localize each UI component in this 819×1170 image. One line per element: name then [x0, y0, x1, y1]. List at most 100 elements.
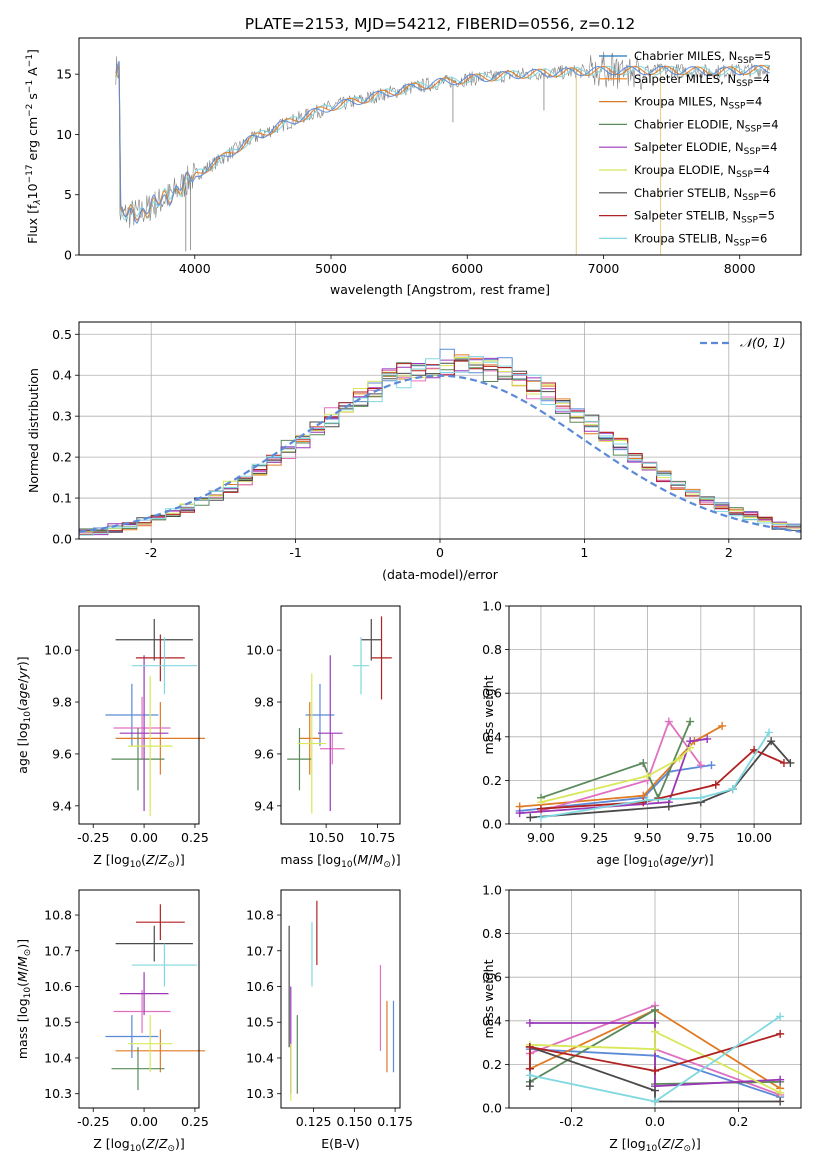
y-tick-label: 0.2	[52, 450, 72, 465]
legend-entry: Chabrier MILES, NSSP=5	[634, 49, 771, 66]
plus-marker	[651, 1086, 659, 1095]
errorbar-point	[115, 618, 193, 661]
mass-weight-line	[540, 721, 692, 801]
y-tick-label: 1.0	[482, 883, 502, 898]
residual_hist-panel: -2 -1 0 1 2 0.0 0.1 0.2 0.3 0.4 0.5 𝒩(0, 1) (data-mo…	[26, 321, 802, 582]
x-tick-label: 0.25	[181, 830, 209, 845]
x-tick-label: 0.175	[377, 1114, 413, 1129]
plus-marker	[536, 804, 545, 813]
errorbar-point	[317, 655, 343, 812]
y-tick-label: 5	[64, 187, 72, 202]
mass-weight-line	[519, 725, 723, 808]
x-tick-label: -2	[145, 545, 157, 560]
errorbar-point	[113, 696, 171, 760]
y-tick-label: 10.5	[44, 1015, 72, 1030]
errorbar-point	[115, 1029, 206, 1073]
mass-weight-series	[526, 737, 795, 822]
y-tick-label: 0.4	[482, 729, 502, 744]
plus-marker	[711, 780, 720, 789]
errorbar-point	[135, 904, 185, 941]
mass_vs_ebv-plot	[288, 900, 395, 1101]
x-tick-label: 9.75	[687, 830, 715, 845]
mass-weight-line	[540, 719, 702, 812]
plus-marker	[525, 1042, 534, 1051]
massweight_vs_Z-plot	[525, 1001, 785, 1106]
plus-marker	[765, 728, 774, 737]
spectrum-model-line	[115, 64, 771, 222]
y-tick-label: 0.1	[52, 491, 72, 506]
plus-marker	[776, 1088, 785, 1097]
y-axis-label: mass weight	[481, 959, 496, 1038]
x-tick-label: 0.00	[130, 830, 158, 845]
y-tick-label: 10.3	[44, 1086, 72, 1101]
mass_vs_ebv-panel: 0.125 0.150 0.175 10.3 10.4 10.5 10.6 10.7 10.8 E…	[246, 889, 413, 1151]
legend-entry: Kroupa ELODIE, NSSP=4	[634, 163, 770, 180]
y-tick-label: 0.6	[482, 970, 502, 985]
plus-marker	[651, 1005, 659, 1014]
plus-marker	[686, 743, 695, 752]
x-axis-label: mass [log10(M/M⊙)]	[280, 852, 400, 870]
plus-marker	[686, 717, 695, 726]
errorbar-point	[352, 637, 370, 695]
plus-marker	[664, 717, 673, 726]
mass-weight-series	[536, 743, 695, 807]
x-tick-label: 10.50	[308, 830, 344, 845]
x-tick-label: 0.0	[645, 1114, 665, 1129]
plus-marker	[639, 798, 648, 807]
plus-marker	[639, 758, 648, 767]
normal-reference-curve	[78, 374, 802, 533]
x-tick-label: 5000	[315, 261, 347, 276]
errorbar-point	[115, 925, 193, 962]
legend-entry: Chabrier STELIB, NSSP=6	[634, 186, 776, 203]
y-tick-label: 0.3	[52, 409, 72, 424]
x-tick-label: 0.2	[728, 1114, 748, 1129]
x-axis-label: Z [log10(Z/Z⊙)]	[93, 1136, 185, 1154]
residual_hist-plot	[78, 348, 802, 536]
plus-marker	[525, 1018, 534, 1027]
axes-frame	[78, 321, 802, 540]
axes-frame	[508, 889, 802, 1109]
axes-frame	[78, 889, 200, 1109]
legend-entry: Salpeter STELIB, NSSP=5	[634, 209, 775, 226]
mass-weight-line	[529, 1033, 781, 1072]
y-tick-label: 10.4	[246, 1050, 274, 1065]
plus-marker	[526, 813, 535, 822]
y-tick-label: 0.0	[52, 532, 72, 547]
legend-entry: Kroupa MILES, NSSP=4	[634, 95, 762, 112]
y-tick-label: 9.4	[52, 798, 72, 813]
massweight_vs_Z-panel: -0.2 0.0 0.2 0.0 0.2 0.4 0.6 0.8 1.0 Z [log10(Z/Z…	[481, 883, 802, 1154]
mass_vs_Z-plot	[105, 904, 206, 1091]
errorbar-point	[111, 727, 165, 791]
errorbar-point	[105, 683, 159, 747]
y-tick-label: 10.8	[246, 908, 274, 923]
plus-marker	[643, 796, 652, 805]
y-tick-label: 10.6	[246, 979, 274, 994]
legend-entry: Salpeter MILES, NSSP=4	[634, 72, 770, 89]
x-tick-label: -0.25	[77, 1114, 109, 1129]
plus-marker	[776, 1097, 785, 1106]
mass-weight-series	[515, 734, 712, 818]
massweight_vs_age-panel: 9.00 9.25 9.50 9.75 10.00 0.0 0.2 0.4 0.6 0.8 1.0 a…	[481, 599, 802, 870]
y-tick-label: 10.7	[44, 943, 72, 958]
age_vs_mass-panel: 10.50 10.75 9.4 9.6 9.8 10.0 mass [log10(M/M⊙)…	[246, 605, 401, 870]
x-tick-label: 8000	[724, 261, 756, 276]
x-tick-label: 0.150	[336, 1114, 372, 1129]
y-axis-label: age [log10(age/yr)]	[15, 656, 33, 773]
plus-marker	[675, 754, 684, 763]
x-tick-label: 0.00	[130, 1114, 158, 1129]
plus-marker	[718, 721, 727, 730]
mass-weight-series	[536, 728, 774, 822]
plus-marker	[525, 1082, 534, 1091]
spectrum-panel: 4000 5000 6000 7000 8000 0 5 10 15 wavelength [An…	[25, 37, 802, 297]
plus-marker	[779, 758, 788, 767]
errorbar-point	[319, 733, 345, 765]
y-tick-label: 1.0	[482, 599, 502, 614]
x-tick-label: 4000	[179, 261, 211, 276]
plus-marker	[776, 1029, 785, 1038]
y-axis-label: mass [log10(M/M⊙)]	[15, 939, 33, 1059]
y-axis-label: Flux [fλ10−17 erg cm−2 s−1 A−1]	[25, 49, 43, 244]
mass-weight-line	[540, 747, 691, 804]
legend-entry: Chabrier ELODIE, NSSP=4	[634, 117, 779, 134]
axes-frame	[78, 605, 200, 825]
spectrum-plot	[115, 51, 771, 255]
